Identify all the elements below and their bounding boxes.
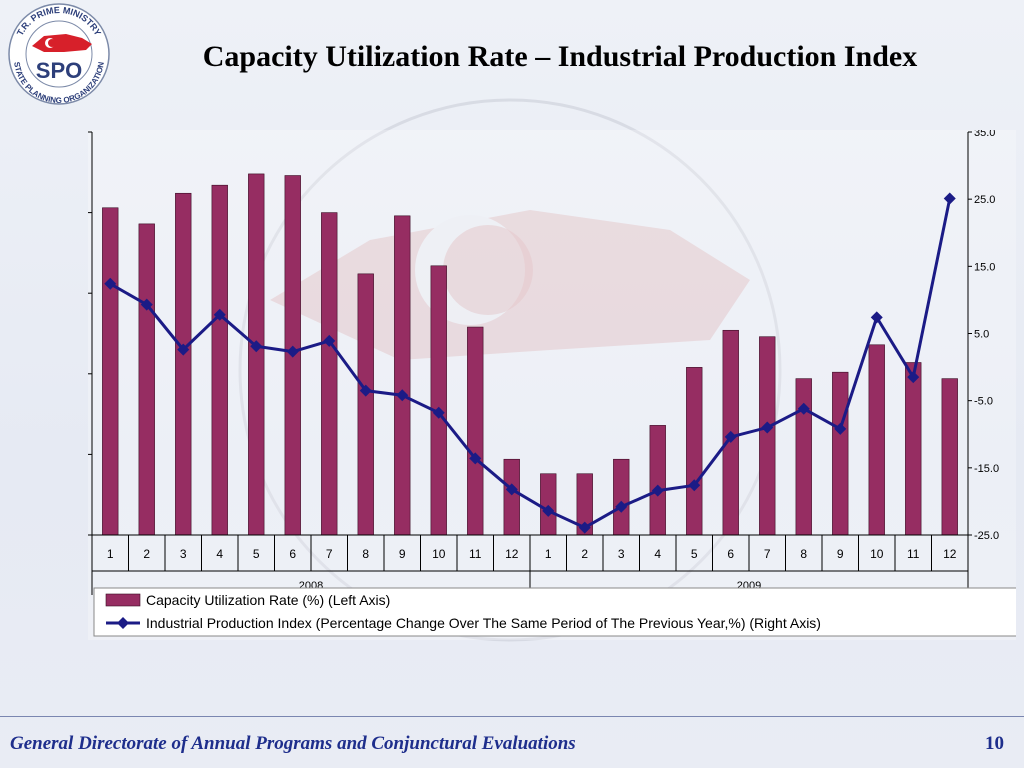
point-industrial-production	[432, 406, 445, 419]
point-industrial-production	[359, 384, 372, 397]
legend-box	[93, 587, 1016, 637]
bar-capacity-utilization	[211, 184, 228, 536]
x-axis-tick-label: 8	[800, 547, 807, 561]
point-industrial-production	[615, 500, 628, 513]
point-industrial-production	[323, 334, 336, 347]
x-axis-tick-label: 10	[432, 547, 446, 561]
point-industrial-production	[651, 484, 664, 497]
x-axis-tick-label: 1	[107, 547, 114, 561]
bar-capacity-utilization	[905, 362, 922, 536]
point-industrial-production	[724, 430, 737, 443]
point-industrial-production	[943, 192, 956, 205]
bar-capacity-utilization	[868, 344, 885, 536]
right-axis-tick-label: 5.0	[974, 329, 989, 341]
point-industrial-production	[688, 479, 701, 492]
line-industrial-production	[109, 198, 952, 530]
x-axis-tick-label: 4	[654, 547, 661, 561]
bar-capacity-utilization	[248, 173, 265, 536]
point-industrial-production	[761, 421, 774, 434]
bar-capacity-utilization	[759, 336, 776, 536]
bar-capacity-utilization	[613, 458, 630, 536]
bar-capacity-utilization	[540, 473, 557, 536]
x-axis-tick-label: 2	[581, 547, 588, 561]
x-axis-tick-label: 5	[691, 547, 698, 561]
bar-capacity-utilization	[394, 215, 411, 536]
capacity-production-chart: 606570758085-25.0-15.0-5.05.015.025.035.…	[88, 130, 1016, 637]
x-axis-tick-label: 11	[469, 547, 482, 561]
x-axis-tick-label: 4	[216, 547, 223, 561]
right-axis-tick-label: -25.0	[974, 530, 999, 542]
x-axis-tick-label: 7	[764, 547, 771, 561]
x-axis-tick-label: 3	[180, 547, 187, 561]
background-emblem	[150, 90, 870, 650]
bar-capacity-utilization	[102, 207, 119, 536]
point-industrial-production	[286, 345, 299, 358]
legend-label-capacity-utilization: Capacity Utilization Rate (%) (Left Axis…	[146, 592, 390, 608]
point-industrial-production	[104, 277, 117, 290]
bar-capacity-utilization	[430, 265, 447, 536]
bar-capacity-utilization	[175, 192, 192, 536]
x-axis-tick-label: 1	[545, 547, 552, 561]
x-axis-tick-label: 10	[870, 547, 884, 561]
x-axis-tick-label: 6	[289, 547, 296, 561]
point-industrial-production	[797, 402, 810, 415]
point-industrial-production	[907, 371, 920, 384]
x-axis-tick-label: 11	[907, 547, 920, 561]
point-industrial-production	[469, 452, 482, 465]
right-axis-tick-label: 25.0	[974, 194, 995, 206]
point-industrial-production	[578, 521, 591, 534]
legend-swatch-marker	[117, 617, 129, 629]
legend-swatch-bar	[105, 593, 141, 607]
point-industrial-production	[177, 343, 190, 356]
right-axis-tick-label: 15.0	[974, 261, 995, 273]
bar-capacity-utilization	[138, 223, 155, 536]
bar-capacity-utilization	[832, 371, 849, 536]
bar-capacity-utilization	[795, 378, 812, 536]
x-axis-tick-label: 8	[362, 547, 369, 561]
legend-label-industrial-production: Industrial Production Index (Percentage …	[146, 615, 821, 631]
page-number: 10	[985, 733, 1004, 754]
x-axis-tick-label: 3	[618, 547, 625, 561]
point-industrial-production	[834, 422, 847, 435]
point-industrial-production	[505, 483, 518, 496]
point-industrial-production	[396, 389, 409, 402]
bar-capacity-utilization	[467, 326, 484, 536]
x-axis-tick-label: 5	[253, 547, 260, 561]
bar-capacity-utilization	[686, 367, 703, 536]
bar-capacity-utilization	[503, 458, 520, 536]
chart-area: 606570758085-25.0-15.0-5.05.015.025.035.…	[88, 130, 1016, 640]
footer-text: General Directorate of Annual Programs a…	[10, 733, 576, 754]
x-axis-tick-label: 6	[727, 547, 734, 561]
x-axis-tick-label: 2	[143, 547, 150, 561]
point-industrial-production	[870, 311, 883, 324]
x-axis-tick-label: 12	[505, 547, 519, 561]
point-industrial-production	[213, 308, 226, 321]
bar-capacity-utilization	[649, 425, 666, 536]
x-axis-tick-label: 9	[399, 547, 406, 561]
bar-capacity-utilization	[321, 212, 338, 536]
point-industrial-production	[542, 504, 555, 517]
x-axis-tick-label: 12	[943, 547, 957, 561]
right-axis-tick-label: -5.0	[974, 396, 993, 408]
spo-logo: T.R. PRIME MINISTRY STATE PLANNING ORGAN…	[4, 2, 114, 106]
point-industrial-production	[250, 340, 263, 353]
footer-divider	[0, 716, 1024, 717]
x-axis-tick-label: 7	[326, 547, 333, 561]
right-axis-tick-label: -15.0	[974, 463, 999, 475]
slide-title: Capacity Utilization Rate – Industrial P…	[202, 40, 918, 73]
bar-capacity-utilization	[941, 378, 958, 536]
x-axis-tick-label: 9	[837, 547, 844, 561]
logo-abbrev: SPO	[36, 58, 82, 83]
bar-capacity-utilization	[357, 273, 374, 536]
right-axis-tick-label: 35.0	[974, 130, 995, 139]
point-industrial-production	[140, 298, 153, 311]
